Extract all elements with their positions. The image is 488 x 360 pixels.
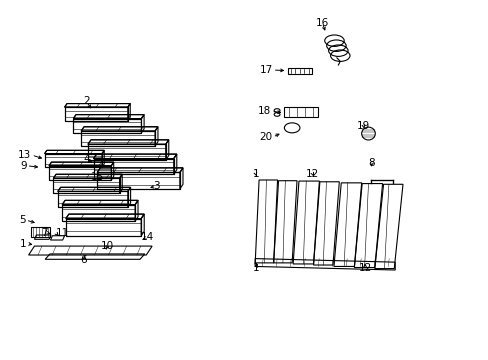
Text: 8: 8 [368,158,374,168]
Text: 1: 1 [20,239,27,249]
Text: 14: 14 [141,232,154,242]
Text: 17: 17 [259,65,272,75]
Text: 20: 20 [259,132,272,142]
Text: 12: 12 [305,168,319,179]
Text: 4: 4 [83,154,90,163]
Text: 7: 7 [41,228,47,238]
Text: 3: 3 [152,181,159,191]
Text: 10: 10 [101,241,114,251]
Text: 19: 19 [356,121,369,131]
Text: 9: 9 [20,161,27,171]
Text: 12: 12 [358,263,371,273]
Text: 6: 6 [81,255,87,265]
Text: 18: 18 [258,107,271,116]
Text: 5: 5 [19,215,26,225]
Text: 11: 11 [56,228,69,238]
Text: 1: 1 [252,168,259,179]
Text: 1: 1 [252,263,259,273]
Text: 15: 15 [91,172,104,183]
Text: 16: 16 [315,18,328,28]
Text: 2: 2 [83,96,90,107]
Text: 13: 13 [18,150,31,160]
